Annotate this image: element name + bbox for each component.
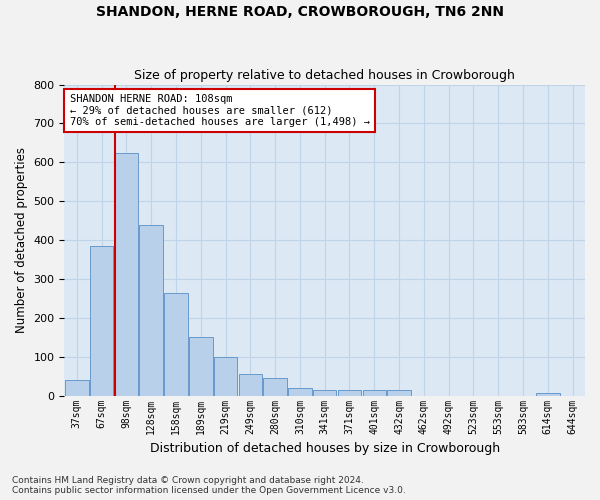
Bar [189,338,212,396]
Bar [239,374,262,396]
Bar [263,378,287,396]
Bar [288,388,311,396]
Bar [164,292,188,396]
Bar [115,152,138,396]
Bar [65,380,89,396]
Bar [90,246,113,396]
Bar [313,390,337,396]
Bar [362,390,386,396]
Y-axis label: Number of detached properties: Number of detached properties [15,147,28,333]
Bar [387,390,411,396]
Text: Contains HM Land Registry data © Crown copyright and database right 2024.
Contai: Contains HM Land Registry data © Crown c… [12,476,406,495]
Text: SHANDON HERNE ROAD: 108sqm
← 29% of detached houses are smaller (612)
70% of sem: SHANDON HERNE ROAD: 108sqm ← 29% of deta… [70,94,370,127]
Title: Size of property relative to detached houses in Crowborough: Size of property relative to detached ho… [134,69,515,82]
Bar [536,392,560,396]
Bar [139,224,163,396]
Text: SHANDON, HERNE ROAD, CROWBOROUGH, TN6 2NN: SHANDON, HERNE ROAD, CROWBOROUGH, TN6 2N… [96,5,504,19]
X-axis label: Distribution of detached houses by size in Crowborough: Distribution of detached houses by size … [149,442,500,455]
Bar [214,357,238,396]
Bar [338,390,361,396]
